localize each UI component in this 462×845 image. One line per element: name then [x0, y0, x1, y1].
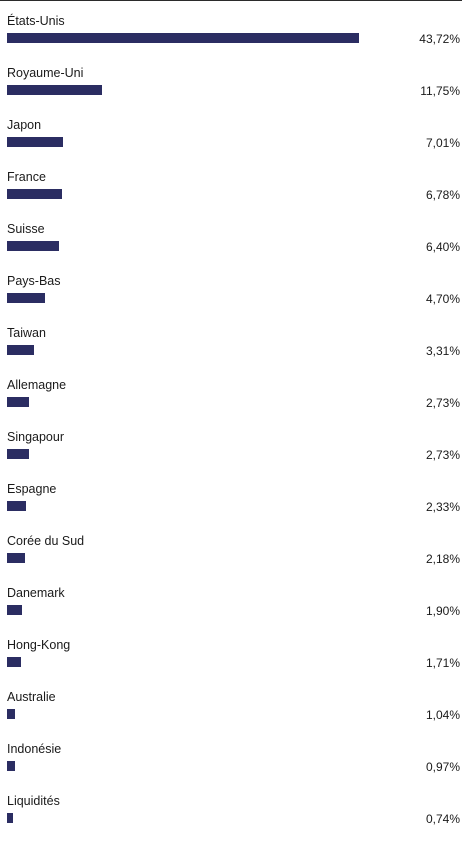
- bar-row: Taiwan 3,31%: [0, 325, 462, 377]
- category-label: Corée du Sud: [7, 534, 85, 548]
- bar: [7, 449, 29, 459]
- value-label: 1,90%: [425, 604, 460, 618]
- value-label: 0,74%: [425, 812, 460, 826]
- bar: [7, 709, 15, 719]
- bar-row: Pays-Bas 4,70%: [0, 273, 462, 325]
- value-label: 7,01%: [425, 136, 460, 150]
- bar-row: Australie 1,04%: [0, 689, 462, 741]
- category-label: États-Unis: [7, 14, 65, 28]
- category-label: Danemark: [7, 586, 65, 600]
- bar-row: Hong-Kong 1,71%: [0, 637, 462, 689]
- bar: [7, 33, 359, 43]
- bar-row: États-Unis 43,72%: [0, 13, 462, 65]
- value-label: 11,75%: [420, 84, 460, 98]
- category-label: Espagne: [7, 482, 57, 496]
- value-label: 2,73%: [425, 396, 460, 410]
- bar-row: Suisse 6,40%: [0, 221, 462, 273]
- category-label: Allemagne: [7, 378, 67, 392]
- value-label: 0,97%: [425, 760, 460, 774]
- bar-row: Danemark 1,90%: [0, 585, 462, 637]
- category-label: Taiwan: [7, 326, 46, 340]
- category-label: Pays-Bas: [7, 274, 61, 288]
- bar: [7, 345, 34, 355]
- bar: [7, 293, 45, 303]
- value-label: 2,73%: [425, 448, 460, 462]
- category-label: Singapour: [7, 430, 64, 444]
- value-label: 4,70%: [425, 292, 460, 306]
- category-label: Japon: [7, 118, 42, 132]
- category-label: France: [7, 170, 46, 184]
- value-label: 2,33%: [425, 500, 460, 514]
- bar: [7, 813, 13, 823]
- category-label: Australie: [7, 690, 56, 704]
- value-label: 43,72%: [419, 32, 460, 46]
- category-label: Royaume-Uni: [7, 66, 84, 80]
- bar: [7, 501, 26, 511]
- bar-row: Royaume-Uni 11,75%: [0, 65, 462, 117]
- bar: [7, 137, 63, 147]
- bar: [7, 657, 21, 667]
- bar-row: Japon 7,01%: [0, 117, 462, 169]
- bar: [7, 553, 25, 563]
- category-label: Suisse: [7, 222, 45, 236]
- value-label: 3,31%: [425, 344, 460, 358]
- category-label: Hong-Kong: [7, 638, 71, 652]
- value-label: 2,18%: [425, 552, 460, 566]
- value-label: 6,78%: [425, 188, 460, 202]
- value-label: 6,40%: [425, 240, 460, 254]
- bar-row: Liquidités 0,74%: [0, 793, 462, 845]
- bar: [7, 397, 29, 407]
- category-label: Indonésie: [7, 742, 62, 756]
- bar-row: France 6,78%: [0, 169, 462, 221]
- bar: [7, 189, 62, 199]
- value-label: 1,71%: [425, 656, 460, 670]
- bar-row: Corée du Sud 2,18%: [0, 533, 462, 585]
- bar: [7, 605, 22, 615]
- bar: [7, 85, 102, 95]
- bar: [7, 241, 59, 251]
- bar-row: Indonésie 0,97%: [0, 741, 462, 793]
- bar: [7, 761, 15, 771]
- value-label: 1,04%: [425, 708, 460, 722]
- country-allocation-bar-chart: États-Unis 43,72% Royaume-Uni 11,75% Japon 7,…: [0, 0, 462, 826]
- category-label: Liquidités: [7, 794, 60, 808]
- bar-row: Singapour 2,73%: [0, 429, 462, 481]
- bar-row: Espagne 2,33%: [0, 481, 462, 533]
- bar-row: Allemagne 2,73%: [0, 377, 462, 429]
